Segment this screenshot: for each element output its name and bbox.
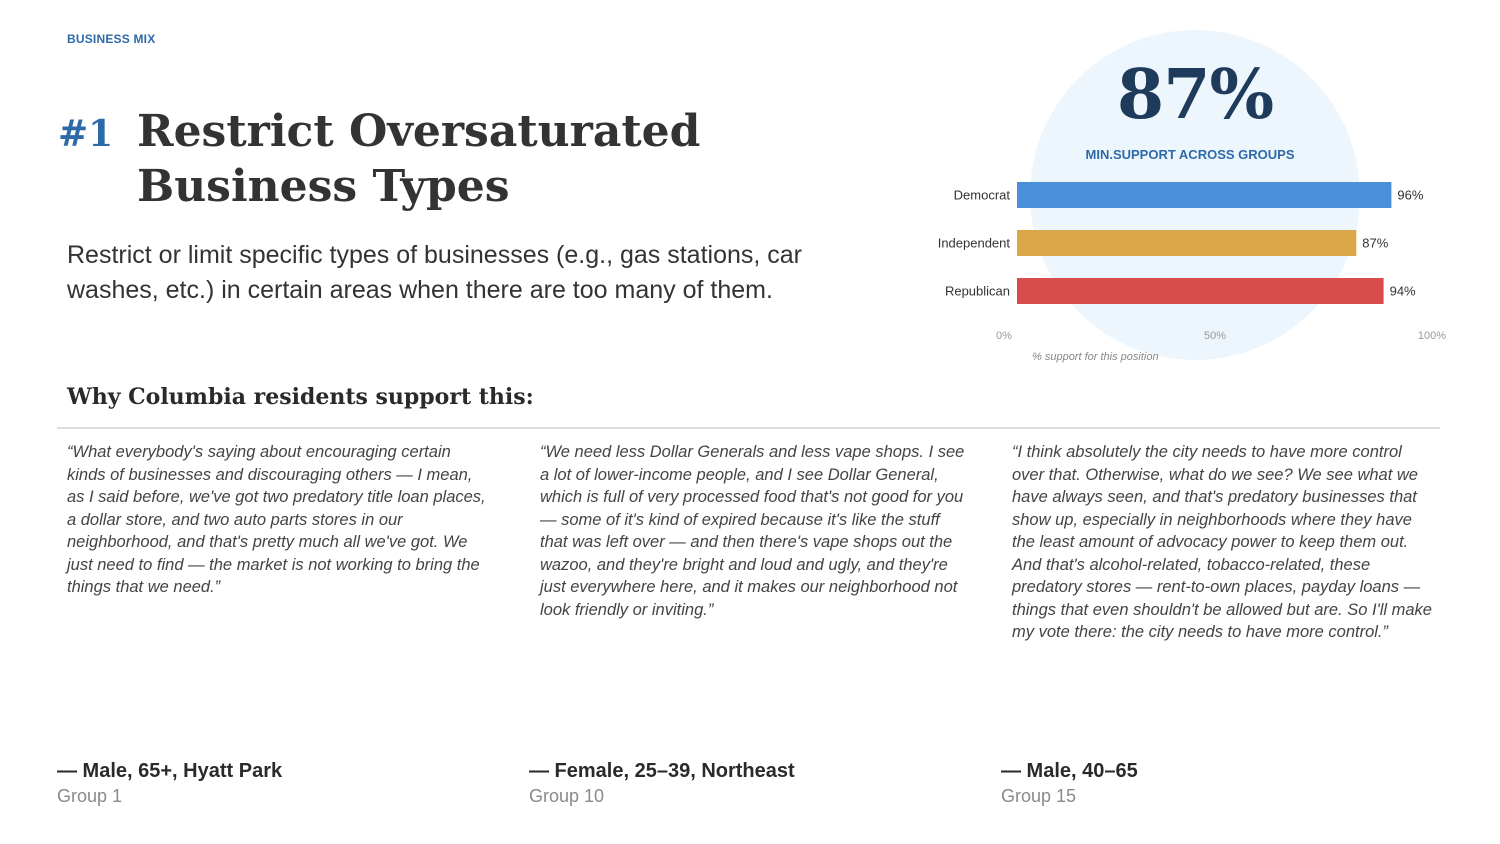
headline-value: 87% (1116, 55, 1274, 135)
quote-text-1: “What everybody's saying about encouragi… (67, 443, 486, 596)
quote-attribution-1: — Male, 65+, Hyatt Park Group 1 (57, 758, 282, 808)
speaker-label: — Male, 40–65 (1001, 760, 1138, 782)
x-axis-label: % support for this position (1032, 351, 1159, 363)
rank-label: #1 (58, 113, 114, 155)
section-divider (57, 427, 1440, 429)
bar-value-label: 94% (1390, 284, 1416, 299)
section-eyebrow: BUSINESS MIX (67, 32, 156, 46)
section-heading: Why Columbia residents support this: (67, 384, 534, 410)
bar-category-label: Independent (938, 236, 1011, 251)
x-tick-label: 100% (1418, 330, 1446, 342)
bar-independent (1017, 230, 1357, 256)
quote-attribution-2: — Female, 25–39, Northeast Group 10 (529, 758, 795, 808)
bar-republican (1017, 278, 1384, 304)
quote-text-2: “We need less Dollar Generals and less v… (540, 443, 965, 619)
group-label: Group 15 (1001, 786, 1077, 806)
quote-attribution-3: — Male, 40–65 Group 15 (1001, 758, 1138, 808)
group-label: Group 1 (57, 786, 123, 806)
speaker-label: — Female, 25–39, Northeast (529, 760, 795, 782)
quote-text-3: “I think absolutely the city needs to ha… (1012, 443, 1432, 641)
group-label: Group 10 (529, 786, 605, 806)
bar-value-label: 96% (1397, 188, 1423, 203)
bar-value-label: 87% (1362, 236, 1388, 251)
page-title: Restrict Oversaturated Business Types (137, 106, 701, 212)
headline-label: MIN.SUPPORT ACROSS GROUPS (1085, 147, 1295, 162)
x-tick-label: 0% (996, 330, 1012, 342)
x-tick-label: 50% (1204, 330, 1226, 342)
speaker-label: — Male, 65+, Hyatt Park (57, 760, 283, 782)
bar-category-label: Democrat (954, 188, 1011, 203)
bar-category-label: Republican (945, 284, 1010, 299)
bar-democrat (1017, 182, 1392, 208)
position-description: Restrict or limit specific types of busi… (67, 241, 802, 304)
support-bar-chart: Democrat 96% Independent 87% Republican 94% 0%… (938, 182, 1446, 363)
